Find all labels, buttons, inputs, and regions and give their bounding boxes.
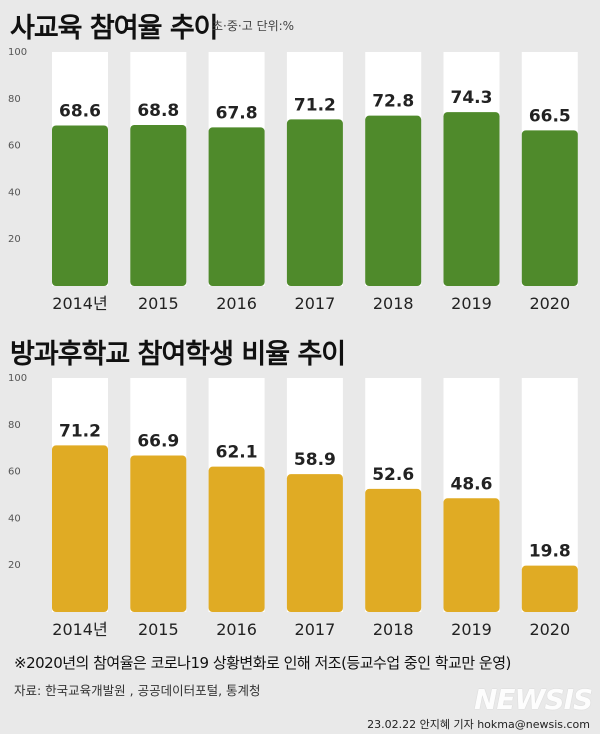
data-label: 68.6: [59, 101, 101, 121]
x-tick-label: 2020: [529, 294, 570, 313]
bar: [130, 455, 187, 612]
x-tick-label: 2018: [373, 294, 414, 313]
bar: [52, 125, 108, 286]
data-label: 52.6: [372, 465, 414, 485]
credit-text: 23.02.22 안지혜 기자 hokma@newsis.com: [367, 718, 590, 731]
data-label: 71.2: [294, 95, 336, 115]
data-label: 58.9: [294, 450, 336, 470]
bar: [286, 119, 343, 286]
data-label: 67.8: [216, 103, 258, 123]
chart1-title: 사교육 참여율 추이: [10, 13, 219, 44]
y-tick-label: 60: [8, 141, 21, 152]
y-tick-label: 40: [8, 187, 21, 198]
bar: [286, 474, 343, 612]
y-tick-label: 100: [8, 47, 27, 58]
data-label: 66.9: [137, 431, 179, 451]
x-tick-label: 2016: [216, 620, 257, 639]
chart1-svg: 100 80 60 40 20 68.6 2014년 68.8 2015 67.8 2016 71.2…: [8, 47, 578, 313]
x-tick-label: 2017: [295, 294, 336, 313]
footnote: ※2020년의 참여율은 코로나19 상황변화로 인해 저조(등교수업 중인 학…: [14, 654, 511, 672]
source-text: 자료: 한국교육개발원 , 공공데이터포털, 통계청: [14, 683, 261, 698]
bar: [521, 130, 578, 286]
bar: [443, 498, 500, 612]
y-tick-label: 20: [8, 234, 21, 245]
data-label: 62.1: [216, 443, 258, 463]
x-tick-label: 2020: [529, 620, 570, 639]
x-tick-label: 2019: [451, 294, 492, 313]
x-tick-label: 2015: [138, 620, 179, 639]
x-tick-label: 2018: [373, 620, 414, 639]
x-tick-label: 2014년: [52, 294, 107, 313]
y-tick-label: 80: [8, 94, 21, 105]
chart2-title: 방과후학교 참여학생 비율 추이: [10, 339, 346, 370]
bar: [208, 466, 265, 612]
data-label: 66.5: [529, 106, 571, 126]
y-tick-label: 80: [8, 420, 21, 431]
x-tick-label: 2015: [138, 294, 179, 313]
x-tick-label: 2016: [216, 294, 257, 313]
data-label: 72.8: [372, 92, 414, 112]
newsis-logo: NEWSIS: [474, 683, 593, 716]
bar: [365, 488, 422, 612]
y-tick-label: 100: [8, 373, 27, 384]
bar: [443, 112, 500, 286]
y-tick-label: 60: [8, 467, 21, 478]
bar: [52, 445, 108, 612]
x-tick-label: 2019: [451, 620, 492, 639]
data-label: 19.8: [529, 542, 571, 562]
data-label: 68.8: [137, 101, 179, 121]
x-tick-label: 2017: [295, 620, 336, 639]
y-tick-label: 20: [8, 560, 21, 571]
bar: [365, 115, 422, 286]
bar: [130, 125, 187, 287]
bar: [208, 127, 265, 287]
bar: [521, 565, 578, 612]
x-tick-label: 2014년: [52, 620, 107, 639]
data-label: 48.6: [451, 474, 493, 494]
y-tick-label: 40: [8, 513, 21, 524]
chart2-svg: 100 80 60 40 20 71.2 2014년 66.9 2015 62.1 2016 58.9…: [8, 373, 578, 639]
data-label: 74.3: [451, 88, 493, 108]
data-label: 71.2: [59, 421, 101, 441]
chart1-subtitle: 초·중·고 단위:%: [212, 19, 295, 33]
